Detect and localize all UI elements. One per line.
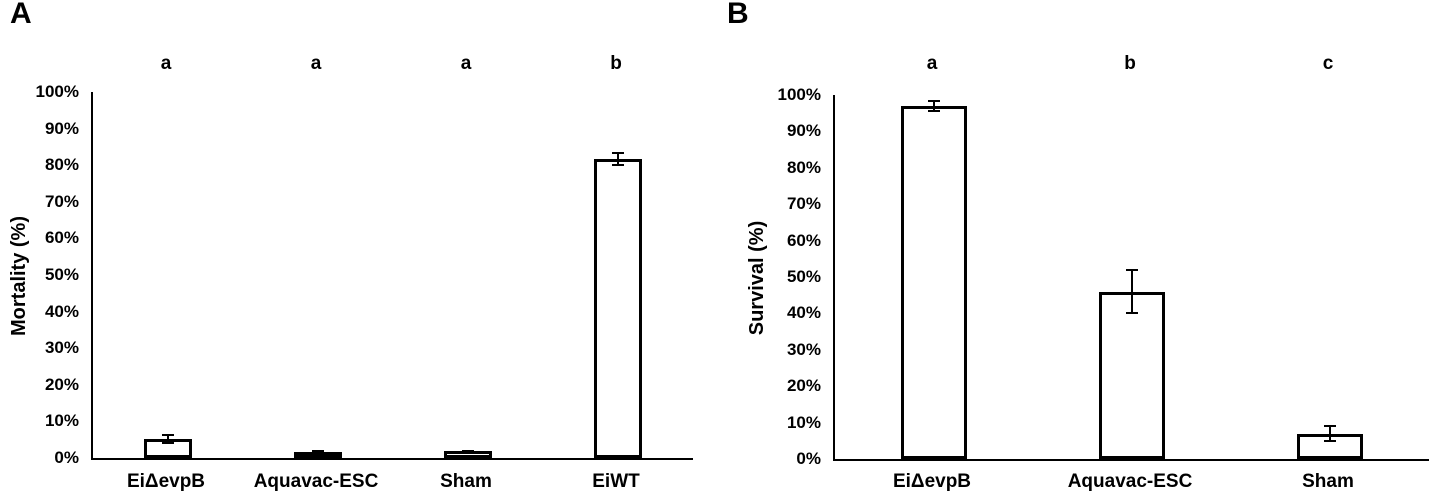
y-tick-label: 10% [44, 411, 79, 431]
error-bar-cap-top [612, 151, 624, 154]
significance-letter: a [926, 53, 938, 74]
x-tick-label: EiΔevpB [126, 471, 206, 492]
y-tick-label: 0% [796, 449, 821, 468]
y-tick-labels-a: 100% 90% 80% 70% 60% 50% 40% 30% 20% 10% 0% [0, 82, 79, 467]
y-tick-label: 30% [786, 339, 821, 359]
bar [594, 158, 642, 458]
y-tick-label: 90% [44, 118, 79, 138]
error-bar-cap-bottom [927, 110, 940, 113]
error-bar-line [167, 433, 169, 445]
error-bar-cap-top [927, 99, 940, 102]
y-tick-labels-b: 100% 90% 80% 70% 60% 50% 40% 30% 20% 10% 0% [740, 85, 821, 468]
y-tick-label: 60% [786, 230, 821, 250]
error-bar-line [617, 151, 619, 167]
error-bar [927, 99, 940, 113]
panel-label-a: A [10, 0, 32, 30]
error-bar [312, 449, 324, 455]
bar [1099, 291, 1165, 459]
significance-letters-b: a b c [833, 53, 1427, 79]
y-tick-label: 30% [44, 338, 79, 358]
error-bar [612, 151, 624, 167]
significance-letter: c [1322, 53, 1334, 74]
x-tick-label: Sham [440, 471, 492, 492]
x-tick-labels-a: EiΔevpB Aquavac-ESC Sham EiWT [91, 471, 691, 499]
significance-letter: b [610, 53, 622, 74]
y-tick-label: 80% [44, 155, 79, 175]
error-bar-cap-bottom [162, 442, 174, 445]
error-bar-line [317, 449, 319, 455]
x-tick-label: EiΔevpB [892, 471, 972, 492]
bar [900, 105, 967, 459]
error-bar-cap-top [162, 433, 174, 436]
y-tick-label: 100% [35, 82, 79, 101]
y-tick-label: 20% [44, 374, 79, 394]
error-bar-cap-top [312, 449, 324, 452]
error-bar-cap-top [1126, 269, 1138, 272]
x-tick-label: Sham [1302, 471, 1354, 492]
error-bar-cap-bottom [612, 164, 624, 167]
error-bar [1126, 269, 1138, 315]
y-tick-label: 90% [786, 121, 821, 141]
plot-area [833, 95, 1429, 461]
y-tick-label: 80% [786, 157, 821, 177]
y-tick-label: 10% [786, 412, 821, 432]
error-bar-line [932, 99, 935, 113]
significance-letter: a [310, 53, 322, 74]
y-tick-label: 40% [786, 303, 821, 323]
y-tick-label: 70% [786, 194, 821, 214]
error-bar-line [1329, 425, 1331, 442]
error-bar [162, 433, 174, 445]
y-tick-label: 40% [44, 301, 79, 321]
error-bar-cap-bottom [312, 452, 324, 455]
significance-letter: a [160, 53, 172, 74]
error-bar [462, 449, 474, 452]
y-tick-label: 0% [54, 448, 79, 467]
error-bar-cap-bottom [1324, 439, 1336, 442]
x-tick-label: Aquavac-ESC [1067, 471, 1193, 492]
plot-area [91, 92, 693, 460]
error-bar [1324, 425, 1336, 442]
significance-letter: a [460, 53, 472, 74]
error-bar-cap-bottom [462, 449, 474, 452]
error-bar-cap-bottom [1126, 312, 1138, 315]
y-tick-label: 20% [786, 376, 821, 396]
significance-letter: b [1124, 53, 1136, 74]
error-bar-cap-top [1324, 425, 1336, 428]
panel-label-b: B [727, 0, 749, 30]
y-tick-label: 50% [786, 267, 821, 286]
y-tick-label: 60% [44, 228, 79, 248]
x-tick-label: EiWT [592, 471, 640, 492]
x-tick-labels-b: EiΔevpB Aquavac-ESC Sham [833, 471, 1427, 499]
y-tick-label: 100% [777, 85, 821, 104]
bar [444, 450, 492, 458]
error-bar-line [1131, 269, 1133, 315]
y-tick-label: 50% [44, 265, 79, 284]
x-tick-label: Aquavac-ESC [253, 471, 379, 492]
y-tick-label: 70% [44, 191, 79, 211]
